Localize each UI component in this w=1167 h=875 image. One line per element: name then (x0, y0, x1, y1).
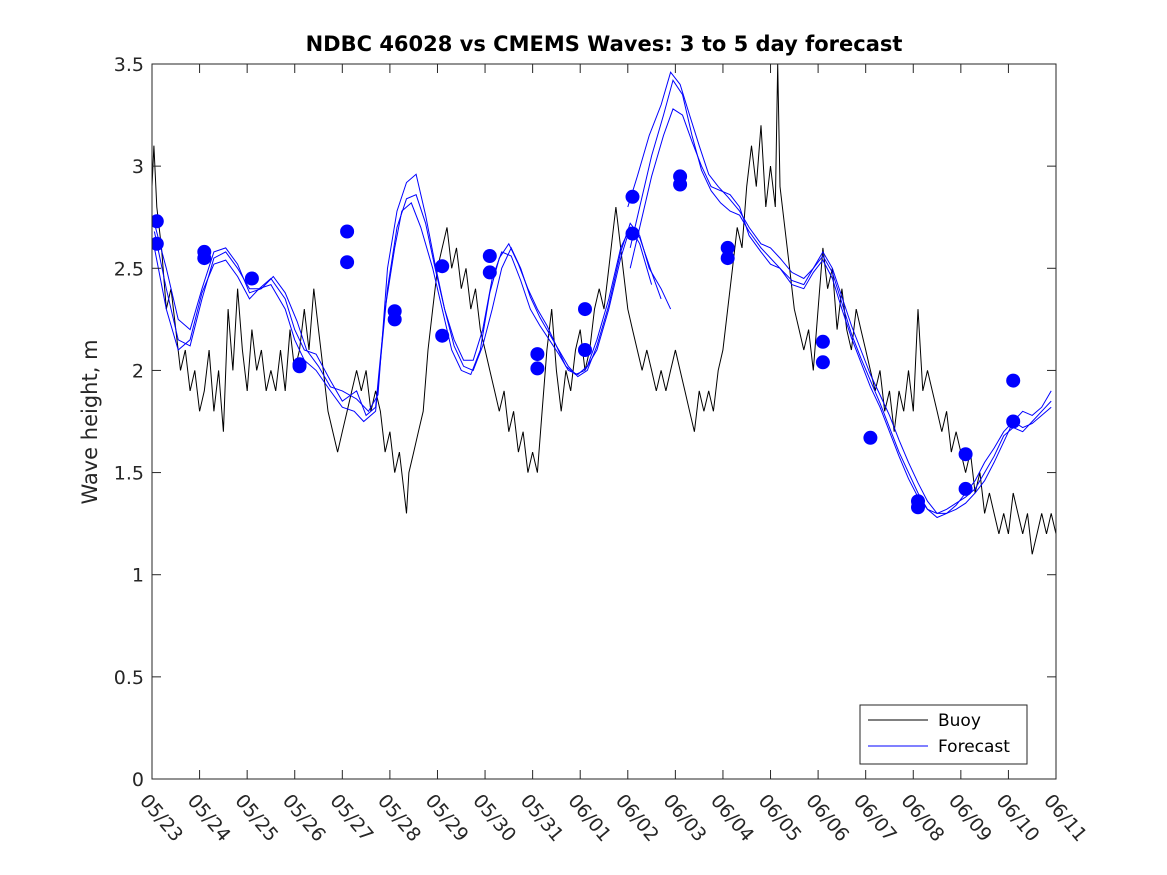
forecast-marker (482, 249, 497, 263)
forecast-marker (673, 177, 688, 192)
x-tick-label: 06/06 (801, 790, 853, 846)
x-tick-label: 06/04 (706, 790, 758, 846)
forecast-marker (340, 255, 355, 270)
forecast-series-line-2 (153, 194, 653, 423)
forecast-series-line-4 (627, 71, 1052, 514)
x-tick-label: 06/01 (563, 790, 615, 846)
x-tick-label: 06/03 (659, 790, 711, 846)
forecast-marker (625, 226, 640, 241)
x-tick-label: 06/05 (754, 790, 806, 846)
forecast-marker (578, 302, 592, 317)
forecast-marker (244, 271, 259, 286)
y-tick-label: 2 (132, 360, 144, 382)
forecast-marker (863, 430, 878, 445)
forecast-marker (530, 361, 545, 376)
legend-box (859, 704, 1028, 765)
forecast-marker (152, 236, 164, 251)
y-tick-label: 0.5 (114, 667, 144, 689)
forecast-marker (911, 500, 925, 515)
plot-area (151, 63, 1057, 780)
y-tick-label: 3 (132, 156, 144, 178)
forecast-marker (292, 359, 307, 374)
forecast-marker (1006, 373, 1021, 388)
forecast-marker (578, 343, 592, 357)
x-tick-label: 06/11 (1039, 790, 1091, 846)
forecast-marker (387, 312, 402, 327)
x-tick-label: 06/07 (849, 790, 901, 846)
x-tick-label: 06/02 (611, 790, 663, 846)
x-tick-label: 05/26 (278, 790, 330, 846)
legend-buoy-label: Buoy (938, 711, 981, 731)
forecast-marker (435, 259, 450, 274)
forecast-marker (958, 481, 973, 496)
x-tick-label: 05/24 (183, 790, 235, 846)
x-tick-label: 05/23 (135, 790, 187, 846)
forecast-marker (625, 189, 640, 204)
x-tick-label: 05/31 (516, 790, 568, 846)
y-tick-label: 3.5 (114, 54, 144, 76)
y-tick-label: 1.5 (114, 463, 144, 485)
forecast-marker (720, 240, 735, 255)
legend-forecast-label: Forecast (938, 737, 1010, 757)
x-tick-label: 06/09 (944, 790, 996, 846)
x-tick-label: 06/10 (992, 790, 1044, 846)
y-tick-label: 1 (132, 565, 144, 587)
x-tick-label: 05/27 (325, 790, 377, 846)
x-tick-label: 05/29 (421, 790, 473, 846)
forecast-marker (815, 334, 830, 349)
plot-frame (151, 63, 1057, 780)
x-tick-label: 05/30 (468, 790, 520, 846)
x-tick-label: 06/08 (896, 790, 948, 846)
forecast-marker (340, 224, 355, 239)
forecast-marker (197, 251, 212, 266)
forecast-marker (1006, 414, 1021, 429)
forecast-marker (435, 328, 450, 343)
forecast-marker (482, 265, 497, 280)
y-tick-label: 0 (132, 769, 144, 791)
x-tick-label: 05/25 (230, 790, 282, 846)
forecast-marker (720, 251, 735, 266)
x-tick-label: 05/28 (373, 790, 425, 846)
chart-title: NDBC 46028 vs CMEMS Waves: 3 to 5 day fo… (306, 32, 903, 56)
y-tick-label: 2.5 (114, 258, 144, 280)
y-axis-label: Wave height, m (78, 339, 102, 504)
forecast-series-line-3 (153, 173, 672, 413)
forecast-series-line-5 (629, 79, 1052, 519)
legend: Buoy Forecast (859, 704, 1028, 765)
forecast-marker (530, 347, 545, 362)
forecast-marker (152, 214, 164, 229)
forecast-series-line-6 (629, 108, 1052, 514)
y-axis: 0 0.5 1 1.5 2 2.5 3 3.5 (114, 54, 1056, 791)
forecast-marker (815, 355, 830, 370)
forecast-marker (958, 447, 973, 462)
